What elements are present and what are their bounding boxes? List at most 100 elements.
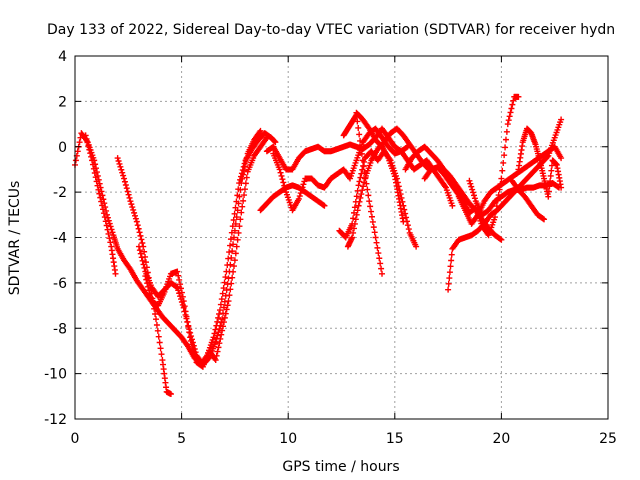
data-point (447, 263, 454, 270)
data-point (91, 170, 98, 177)
data-point (137, 250, 144, 257)
data-point (357, 174, 364, 181)
data-point (100, 210, 107, 217)
data-point (102, 218, 109, 225)
data-point (183, 315, 190, 322)
data-point (372, 234, 379, 241)
data-point (184, 319, 191, 326)
y-tick-label: 0 (58, 140, 67, 156)
data-point (359, 187, 366, 194)
data-point (106, 220, 113, 227)
data-point (360, 183, 367, 190)
data-point (545, 193, 552, 200)
data-point (112, 270, 119, 277)
data-point (506, 113, 513, 120)
x-tick-label: 0 (71, 431, 80, 447)
data-point (101, 214, 108, 221)
data-point (279, 176, 286, 183)
data-point (367, 203, 374, 210)
data-point (501, 152, 508, 159)
data-point (220, 285, 227, 292)
data-point (222, 274, 229, 281)
data-point (229, 223, 236, 230)
data-point (146, 290, 153, 297)
y-tick-label: 4 (58, 49, 67, 65)
data-point (278, 172, 285, 179)
data-point (370, 224, 377, 231)
series-pass-d (142, 134, 270, 370)
data-point (218, 319, 225, 326)
data-point (277, 169, 284, 176)
data-point (226, 268, 233, 275)
data-point (400, 218, 407, 225)
data-point (558, 116, 565, 123)
data-point (235, 200, 242, 207)
data-point (100, 206, 107, 213)
data-point (349, 234, 356, 241)
data-point (223, 287, 230, 294)
data-point (240, 171, 247, 178)
data-point (467, 180, 474, 187)
data-point (239, 175, 246, 182)
data-point (174, 268, 181, 275)
data-point (215, 344, 222, 351)
data-point (230, 216, 237, 223)
data-point (354, 207, 361, 214)
data-point (147, 294, 154, 301)
data-point (547, 178, 554, 185)
data-point (136, 229, 143, 236)
data-point (296, 193, 303, 200)
data-point (351, 220, 358, 227)
data-point (241, 167, 248, 174)
data-point (379, 270, 386, 277)
data-point (446, 275, 453, 282)
data-point (205, 355, 212, 362)
data-point (280, 179, 287, 186)
y-tick-label: -8 (53, 321, 67, 337)
data-point (235, 229, 242, 236)
data-point (243, 154, 250, 161)
data-point (154, 327, 161, 334)
data-point (119, 169, 126, 176)
data-point (133, 218, 140, 225)
data-point (350, 225, 357, 232)
data-point (221, 279, 228, 286)
data-point (97, 194, 104, 201)
data-point (82, 132, 89, 139)
data-point (227, 236, 234, 243)
data-point (214, 348, 221, 355)
data-point (90, 165, 97, 172)
data-point (374, 244, 381, 251)
data-point (242, 158, 249, 165)
data-point (221, 298, 228, 305)
data-point (190, 342, 197, 349)
data-point (548, 167, 555, 174)
data-point (128, 201, 135, 208)
data-point (132, 212, 139, 219)
data-point (353, 211, 360, 218)
data-point (120, 172, 127, 179)
data-point (368, 213, 375, 220)
data-point (191, 345, 198, 352)
data-point (231, 227, 238, 234)
y-tick-label: -4 (53, 231, 67, 247)
data-point (216, 340, 223, 347)
data-point (138, 236, 145, 243)
data-point (76, 139, 83, 146)
data-point (213, 335, 220, 342)
data-point (357, 144, 364, 151)
data-point (239, 203, 246, 210)
data-point (135, 243, 142, 250)
data-point (470, 189, 477, 196)
data-point (468, 183, 475, 190)
data-point (509, 101, 516, 108)
data-point (216, 325, 223, 332)
data-point (126, 194, 133, 201)
data-point (157, 345, 164, 352)
data-point (92, 174, 99, 181)
data-point (230, 234, 237, 241)
data-point (236, 193, 243, 200)
data-point (230, 241, 237, 248)
data-point (232, 220, 239, 227)
data-point (231, 257, 238, 264)
